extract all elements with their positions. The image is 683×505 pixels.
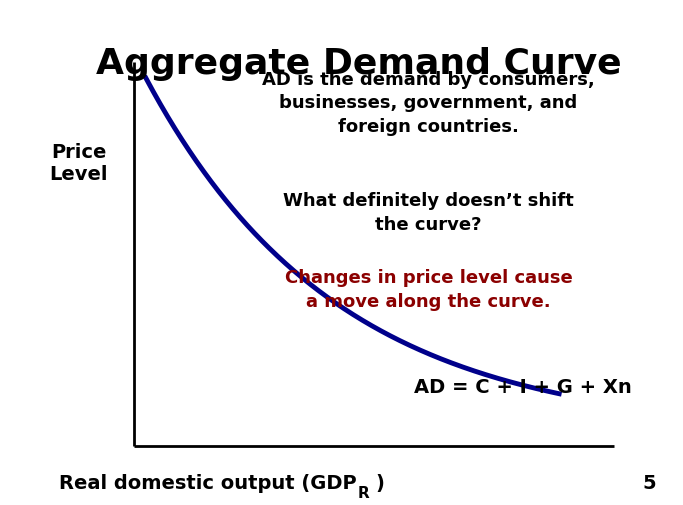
Text: R: R (358, 485, 370, 499)
Text: What definitely doesn’t shift
the curve?: What definitely doesn’t shift the curve? (283, 192, 574, 233)
Text: Real domestic output (GDP: Real domestic output (GDP (59, 473, 357, 492)
Text: Aggregate Demand Curve: Aggregate Demand Curve (96, 46, 622, 80)
Text: Price
Level: Price Level (50, 143, 108, 184)
Text: AD = C + I + G + Xn: AD = C + I + G + Xn (414, 378, 632, 397)
Text: Changes in price level cause
a move along the curve.: Changes in price level cause a move alon… (285, 269, 572, 310)
Text: 5: 5 (643, 473, 656, 492)
Text: AD is the demand by consumers,
businesses, government, and
foreign countries.: AD is the demand by consumers, businesse… (262, 71, 595, 136)
Text: ): ) (375, 473, 384, 492)
